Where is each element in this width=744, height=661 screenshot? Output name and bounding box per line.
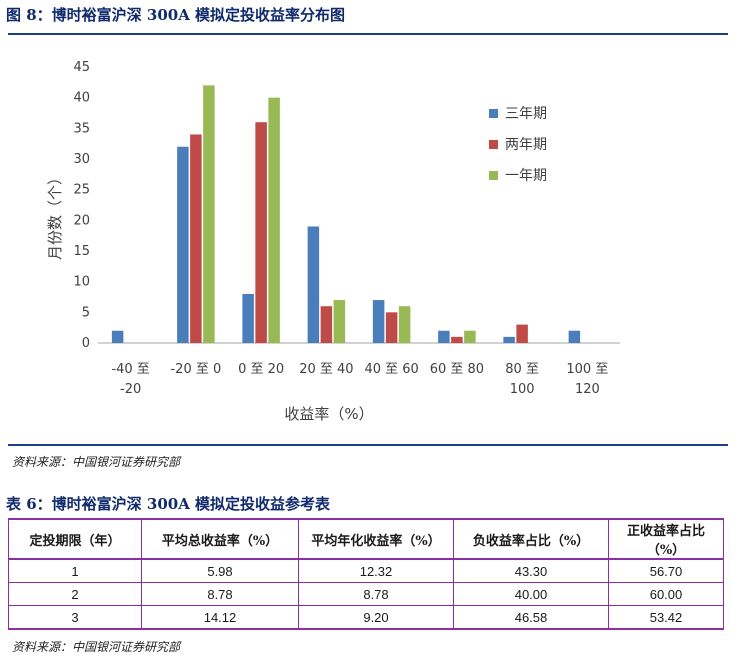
bar-2-6 bbox=[451, 336, 463, 343]
y-tick-label: 40 bbox=[73, 91, 90, 106]
legend-label-2: 两年期 bbox=[505, 137, 547, 153]
bar-1-8 bbox=[568, 330, 581, 343]
table-row: 3 14.12 9.20 46.58 53.42 bbox=[8, 605, 724, 630]
reference-table: 定投期限（年） 平均总收益率（%） 平均年化收益率（%） 负收益率占比（%） 正… bbox=[8, 518, 724, 630]
y-tick-label: 0 bbox=[82, 336, 90, 351]
x-axis-title: 收益率（%） bbox=[284, 405, 373, 423]
bar-1-6 bbox=[438, 330, 450, 343]
figure-title: 图 8：博时裕富沪深 300A 模拟定投收益率分布图 bbox=[6, 6, 346, 24]
table-cell: 53.42 bbox=[608, 605, 724, 630]
bar-2-5 bbox=[385, 312, 398, 343]
legend-label-1: 三年期 bbox=[505, 106, 547, 122]
table-cell: 1 bbox=[8, 558, 142, 583]
table-title: 表 6：博时裕富沪深 300A 模拟定投收益参考表 bbox=[6, 495, 331, 513]
y-tick-label: 25 bbox=[73, 183, 90, 198]
bar-chart: 0 5 10 15 20 25 30 35 40 45 -40 至 -20 -20 至 0 0 至 20 2… bbox=[46, 60, 620, 423]
bar-1-7 bbox=[503, 336, 515, 343]
bar-3-3 bbox=[268, 97, 280, 343]
header-avg-total-return: 平均总收益率（%） bbox=[141, 518, 299, 560]
y-tick-label: 10 bbox=[73, 275, 90, 290]
x-tick-label: 100 至 bbox=[566, 362, 608, 377]
table-row: 1 5.98 12.32 43.30 56.70 bbox=[8, 558, 724, 583]
y-tick-label: 5 bbox=[82, 305, 90, 320]
table-cell: 8.78 bbox=[141, 582, 299, 606]
y-tick-label: 15 bbox=[73, 244, 90, 259]
legend-swatch-3 bbox=[489, 171, 498, 180]
chart-container: 0 5 10 15 20 25 30 35 40 45 -40 至 -20 -20 至 0 0 至 20 2… bbox=[8, 35, 728, 444]
y-tick-label: 35 bbox=[73, 121, 90, 136]
x-tick-label: -40 至 bbox=[111, 362, 149, 377]
bar-2-3 bbox=[255, 122, 267, 343]
y-tick-label: 30 bbox=[73, 152, 90, 167]
bar-3-4 bbox=[333, 300, 346, 343]
x-tick-label: -20 bbox=[120, 382, 141, 397]
bar-1-1 bbox=[111, 330, 124, 343]
table-row: 2 8.78 8.78 40.00 60.00 bbox=[8, 582, 724, 606]
bar-2-2 bbox=[190, 134, 202, 343]
x-tick-label: 20 至 40 bbox=[299, 362, 353, 377]
bar-3-6 bbox=[464, 330, 476, 343]
x-tick-label: 0 至 20 bbox=[238, 362, 284, 377]
x-tick-label: -20 至 0 bbox=[170, 362, 221, 377]
table-source: 资料来源：中国银河证券研究部 bbox=[12, 640, 181, 654]
bar-1-4 bbox=[307, 226, 320, 343]
figure-bottom-rule bbox=[8, 444, 728, 446]
table-cell: 8.78 bbox=[298, 582, 454, 606]
bar-2-7 bbox=[516, 324, 528, 343]
x-tick-label: 80 至 bbox=[505, 362, 539, 377]
table-cell: 56.70 bbox=[608, 558, 724, 583]
table-cell: 5.98 bbox=[141, 558, 299, 583]
table-cell: 3 bbox=[8, 605, 142, 630]
y-tick-label: 45 bbox=[73, 60, 90, 75]
x-tick-label: 100 bbox=[510, 382, 535, 397]
table-cell: 40.00 bbox=[453, 582, 609, 606]
table-cell: 43.30 bbox=[453, 558, 609, 583]
legend-swatch-1 bbox=[489, 109, 498, 118]
x-tick-label: 120 bbox=[575, 382, 600, 397]
header-avg-annual-return: 平均年化收益率（%） bbox=[298, 518, 454, 560]
bar-1-2 bbox=[177, 146, 189, 343]
table-cell: 14.12 bbox=[141, 605, 299, 630]
table-cell: 46.58 bbox=[453, 605, 609, 630]
figure-top-rule bbox=[8, 33, 728, 35]
table-header-row: 定投期限（年） 平均总收益率（%） 平均年化收益率（%） 负收益率占比（%） 正… bbox=[8, 518, 724, 560]
header-negative-ratio: 负收益率占比（%） bbox=[453, 518, 609, 560]
header-positive-ratio: 正收益率占比（%） bbox=[608, 518, 724, 560]
bar-3-2 bbox=[203, 85, 215, 344]
header-period: 定投期限（年） bbox=[8, 518, 142, 560]
table-cell: 12.32 bbox=[298, 558, 454, 583]
bar-1-5 bbox=[372, 300, 385, 343]
y-tick-label: 20 bbox=[73, 213, 90, 228]
legend-label-3: 一年期 bbox=[505, 168, 547, 184]
bar-2-4 bbox=[320, 306, 333, 343]
table-cell: 2 bbox=[8, 582, 142, 606]
bar-3-5 bbox=[398, 306, 411, 343]
table-cell: 60.00 bbox=[608, 582, 724, 606]
figure-source: 资料来源：中国银河证券研究部 bbox=[12, 455, 181, 469]
table-cell: 9.20 bbox=[298, 605, 454, 630]
bar-1-3 bbox=[242, 293, 254, 343]
x-tick-label: 60 至 80 bbox=[430, 362, 484, 377]
x-tick-label: 40 至 60 bbox=[364, 362, 418, 377]
y-axis-title: 月份数（个） bbox=[46, 170, 64, 260]
legend-swatch-2 bbox=[489, 140, 498, 149]
